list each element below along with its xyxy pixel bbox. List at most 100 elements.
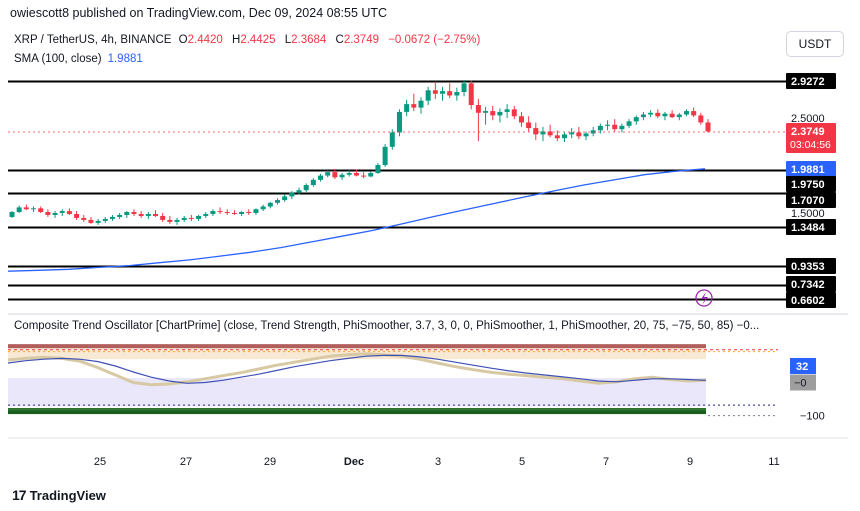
candle-body [490, 111, 496, 116]
price-label: 1.3484 [791, 222, 826, 234]
x-tick-label: 29 [264, 456, 276, 468]
low-value: 2.3684 [291, 34, 327, 46]
candle-body [217, 211, 223, 213]
candle-body [440, 91, 446, 94]
candle-body [648, 112, 654, 115]
candle-body [683, 111, 689, 115]
price-label: 2.9272 [791, 76, 825, 88]
x-tick-label: 5 [519, 456, 525, 468]
sma-value: 1.9881 [107, 53, 143, 65]
osc-label-bg [790, 357, 816, 374]
price-label-bg [786, 258, 836, 274]
signal-line [7, 354, 707, 384]
upper-band-edge [8, 344, 706, 349]
candle-body [605, 124, 611, 126]
candle-body [23, 207, 29, 210]
osc-label-neg100: −100 [800, 411, 825, 423]
x-tick-label: 11 [768, 456, 779, 468]
candle-body [619, 125, 625, 130]
candle-body [698, 115, 704, 123]
candle-body [389, 132, 395, 147]
candle-body [612, 124, 618, 130]
symbol-legend: XRP / TetherUS, 4h, BINANCE O2.4420 H2.4… [14, 34, 486, 46]
oscillator-line [7, 352, 707, 387]
candle-body [253, 209, 259, 213]
candle-body [181, 217, 187, 220]
candle-body [662, 113, 668, 117]
candle-body [9, 212, 15, 217]
candle-body [640, 114, 646, 118]
open-label: O [178, 34, 188, 46]
candle-body [145, 213, 151, 216]
price-label: 2.5000 [791, 113, 825, 125]
symbol-name[interactable]: XRP / TetherUS, 4h, BINANCE [14, 34, 172, 46]
price-label: 1.7070 [791, 195, 825, 207]
candle-body [16, 207, 22, 212]
candle-body [88, 219, 94, 223]
price-label: 0.9353 [791, 261, 825, 273]
low-label: L [284, 34, 292, 46]
candle-body [38, 208, 44, 212]
tradingview-brand[interactable]: 17 TradingView [12, 487, 106, 503]
candle-body [597, 125, 603, 131]
candle-body [138, 213, 144, 216]
candle-body [131, 212, 137, 214]
price-label: 0.6602 [791, 295, 825, 307]
tradingview-logo-icon: 17 [12, 487, 27, 503]
candle-body [174, 219, 180, 222]
candle-body [74, 213, 80, 218]
candle-body [31, 208, 37, 210]
candle-body [203, 213, 209, 216]
candle-body [124, 212, 130, 215]
candle-body [282, 196, 288, 201]
candle-body [196, 215, 202, 219]
price-label: 1.9750 [791, 179, 825, 191]
price-label-bg [786, 219, 836, 235]
price-label-bg [786, 192, 836, 208]
candle-body [705, 122, 711, 132]
sma-legend[interactable]: SMA (100, close) 1.9881 [14, 53, 143, 65]
chart-frame[interactable]: 2.9272 2.5000 1.9881 1.9750 1.7070 1.5000 1.34… [7, 28, 848, 480]
close-label: C [335, 34, 344, 46]
candle-body [109, 216, 115, 219]
candle-body [576, 132, 582, 137]
candle-body [561, 134, 567, 139]
candle-body [518, 116, 524, 123]
x-tick-label: Dec [344, 456, 364, 468]
x-tick-label: 9 [687, 456, 693, 468]
candle-body [504, 109, 510, 112]
oscillator-legend[interactable]: Composite Trend Oscillator [ChartPrime] … [14, 320, 759, 332]
candle-body [691, 111, 697, 116]
candle-body [396, 111, 402, 133]
candle-body [583, 133, 589, 137]
candle-body [626, 121, 632, 126]
candle-body [260, 206, 266, 210]
candle-body [353, 173, 359, 176]
oscillator-trailing: −0... [736, 320, 760, 332]
candle-body [475, 105, 481, 113]
candle-body [117, 214, 123, 217]
price-label-bg [786, 161, 836, 177]
tradingview-name: TradingView [29, 487, 106, 503]
candle-body [167, 219, 173, 222]
osc-label-neg0: −0 [794, 378, 807, 390]
sma-line [7, 168, 706, 272]
osc-label-32: 32 [796, 361, 808, 373]
sma-price-label: 1.9881 [791, 164, 825, 176]
candle-body [425, 90, 431, 101]
candle-body [468, 83, 474, 106]
candle-body [497, 111, 503, 116]
x-tick-label: 27 [180, 456, 192, 468]
price-label: 0.7342 [791, 279, 825, 291]
countdown-label: 03:04:56 [790, 139, 831, 151]
x-tick-label: 3 [435, 456, 441, 468]
candle-body [540, 131, 546, 135]
candle-body [318, 175, 324, 180]
price-label: 1.5000 [791, 208, 825, 220]
x-tick-label: 7 [603, 456, 609, 468]
candle-body [547, 131, 553, 136]
currency-button[interactable]: USDT [786, 31, 844, 57]
candle-body [303, 185, 309, 191]
lightning-glyph [701, 292, 708, 305]
